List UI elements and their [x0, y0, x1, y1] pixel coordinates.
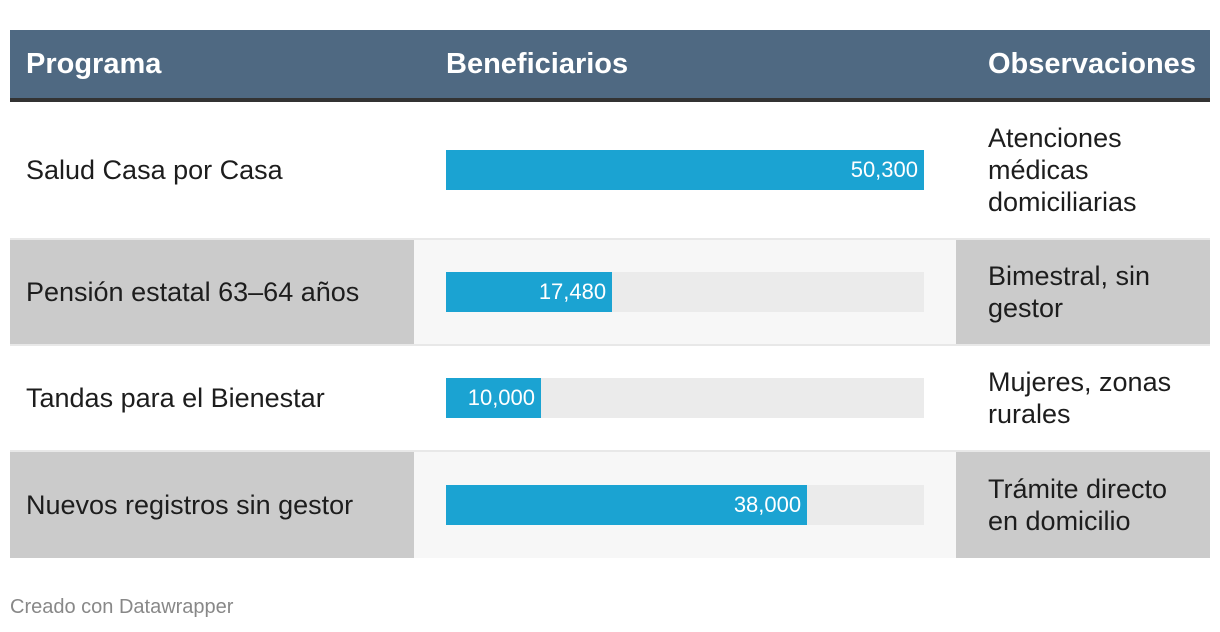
bar-track: 10,000: [446, 378, 924, 418]
bar-label: 10,000: [467, 385, 536, 410]
credit-footer[interactable]: Creado con Datawrapper: [10, 596, 234, 618]
cell-programa: Salud Casa por Casa: [26, 154, 283, 185]
bar-fill: 10,000: [446, 378, 542, 418]
table-row: Nuevos registros sin gestor 38,000 Trámi…: [10, 452, 1210, 558]
bar-label: 50,300: [850, 157, 918, 182]
header-beneficiarios[interactable]: Beneficiarios: [446, 47, 629, 80]
cell-programa: Pensión estatal 63–64 años: [10, 240, 414, 344]
bar-track: 17,480: [446, 272, 924, 312]
cell-beneficiarios: 38,000: [414, 452, 956, 558]
header-observaciones[interactable]: Observaciones: [988, 47, 1196, 80]
bar-track: 38,000: [446, 485, 924, 525]
bar-track: 50,300: [446, 150, 924, 190]
cell-beneficiarios: 10,000: [414, 346, 956, 450]
table-header: Programa Beneficiarios Observaciones: [10, 30, 1210, 102]
bar-fill: 38,000: [446, 485, 808, 525]
cell-observaciones: Atenciones médicas domiciliarias: [988, 123, 1137, 217]
cell-programa: Nuevos registros sin gestor: [10, 452, 414, 558]
table-row: Pensión estatal 63–64 años 17,480 Bimest…: [10, 240, 1210, 346]
bar-label: 17,480: [538, 279, 607, 304]
cell-observaciones: Trámite directo en domicilio: [956, 452, 1210, 558]
data-table: Programa Beneficiarios Observaciones Sal…: [10, 30, 1210, 558]
cell-beneficiarios: 50,300: [414, 102, 956, 238]
bar-fill: 17,480: [446, 272, 613, 312]
cell-observaciones: Bimestral, sin gestor: [956, 240, 1210, 344]
header-programa[interactable]: Programa: [26, 47, 162, 80]
table-row: Tandas para el Bienestar 10,000 Mujeres,…: [10, 346, 1210, 452]
bar-label: 38,000: [733, 492, 802, 517]
cell-programa: Tandas para el Bienestar: [26, 382, 325, 413]
bar-fill: 50,300: [446, 150, 924, 190]
cell-observaciones: Mujeres, zonas rurales: [988, 367, 1172, 429]
table-row: Salud Casa por Casa 50,300 Atenciones mé…: [10, 102, 1210, 240]
cell-beneficiarios: 17,480: [414, 240, 956, 344]
